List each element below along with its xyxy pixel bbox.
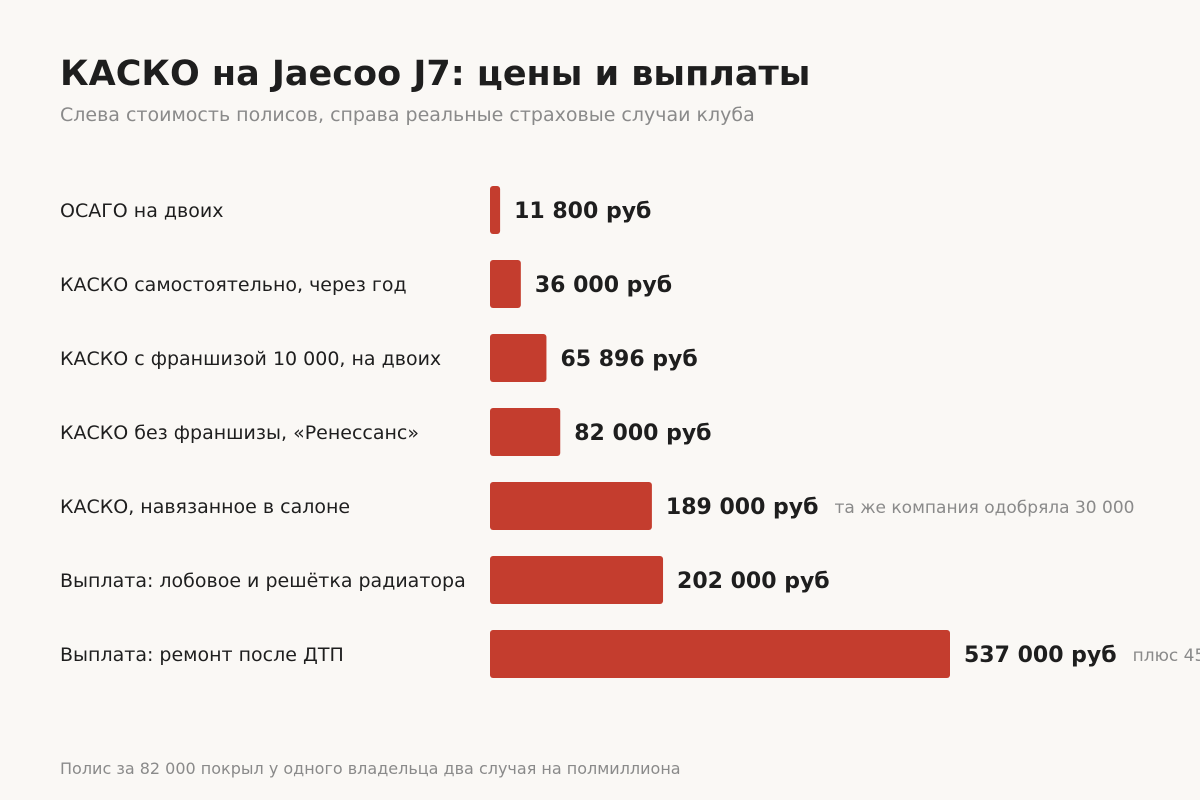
value-label: 36 000 руб [535, 273, 672, 298]
bar [490, 260, 521, 308]
bar [490, 482, 652, 530]
bar [490, 334, 547, 382]
footnote: Полис за 82 000 покрыл у одного владельц… [60, 759, 681, 778]
annotation-note: плюс 45 000 [1133, 646, 1200, 666]
bar [490, 408, 561, 456]
category-label: ОСАГО на двоих [60, 200, 223, 222]
category-label: КАСКО, навязанное в салоне [60, 496, 350, 518]
value-label: 202 000 руб [677, 569, 830, 594]
category-label: Выплата: ремонт после ДТП [60, 644, 344, 666]
page-title: КАСКО на Jaecoo J7: цены и выплаты [60, 54, 811, 94]
category-label: КАСКО самостоятельно, через год [60, 274, 407, 296]
bar-row: КАСКО, навязанное в салоне 189 000 руб та … [60, 482, 1134, 530]
category-label: КАСКО с франшизой 10 000, на двоих [60, 348, 441, 370]
value-label: 537 000 руб [964, 643, 1117, 668]
bar-row: Выплата: лобовое и решётка радиатора 202 … [60, 556, 830, 604]
value-label: 11 800 руб [514, 199, 651, 224]
value-label: 82 000 руб [574, 421, 711, 446]
bar-row: КАСКО без франшизы, «Ренессанс» 82 000 ру… [60, 408, 712, 456]
bar-row: КАСКО с франшизой 10 000, на двоих 65 896… [60, 334, 698, 382]
bar [490, 186, 501, 234]
bar [490, 630, 950, 678]
page-subtitle: Слева стоимость полисов, справа реальные… [60, 104, 755, 126]
category-label: КАСКО без франшизы, «Ренессанс» [60, 422, 419, 444]
bar [490, 556, 664, 604]
value-label: 189 000 руб [666, 495, 819, 520]
category-label: Выплата: лобовое и решётка радиатора [60, 570, 466, 592]
value-label: 65 896 руб [560, 347, 697, 372]
annotation-note: та же компания одобряла 30 000 [835, 498, 1135, 518]
bar-row: ОСАГО на двоих 11 800 руб [60, 186, 651, 234]
bar-row: КАСКО самостоятельно, через год 36 000 ру… [60, 260, 672, 308]
bar-row: Выплата: ремонт после ДТП 537 000 руб плюс… [60, 630, 1200, 678]
